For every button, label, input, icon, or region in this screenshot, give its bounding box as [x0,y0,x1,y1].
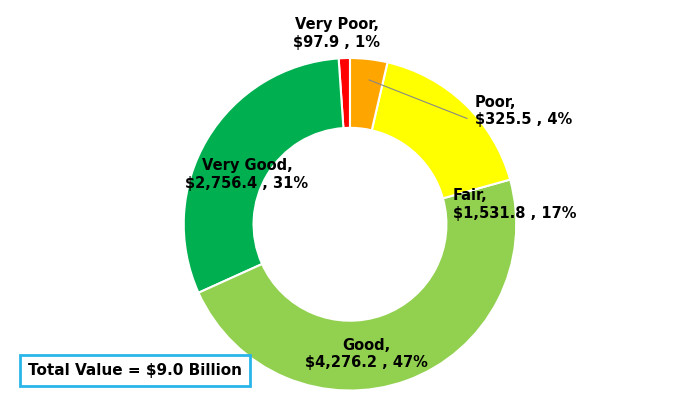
Text: Good,
$4,276.2 , 47%: Good, $4,276.2 , 47% [305,338,428,370]
Wedge shape [183,59,344,293]
Wedge shape [199,179,517,391]
Wedge shape [350,58,388,130]
Text: Very Good,
$2,756.4 , 31%: Very Good, $2,756.4 , 31% [186,158,309,190]
Text: Poor,
$325.5 , 4%: Poor, $325.5 , 4% [475,95,572,127]
Text: Fair,
$1,531.8 , 17%: Fair, $1,531.8 , 17% [453,188,577,221]
Wedge shape [339,58,350,128]
Text: Very Poor,
$97.9 , 1%: Very Poor, $97.9 , 1% [293,18,380,50]
Wedge shape [372,62,510,198]
Text: Total Value = $9.0 Billion: Total Value = $9.0 Billion [28,363,242,378]
